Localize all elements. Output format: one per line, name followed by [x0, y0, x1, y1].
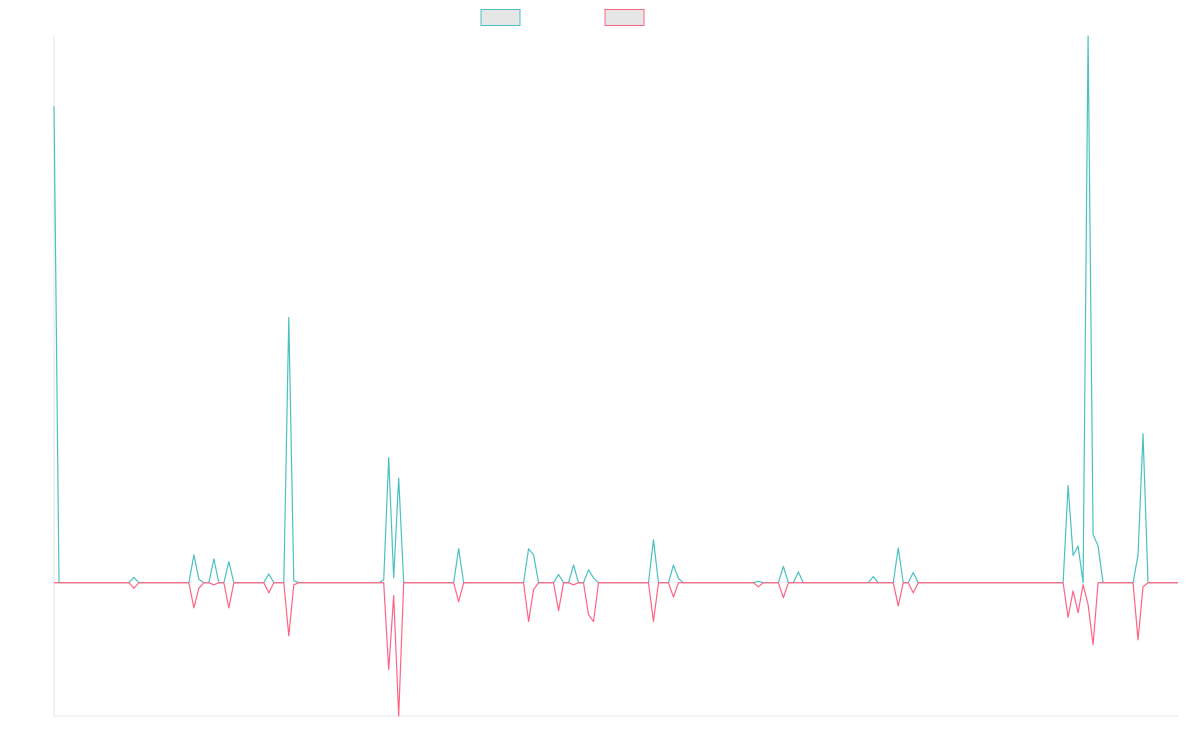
series-line — [53, 35, 1178, 584]
legend-swatch — [480, 9, 521, 26]
series-line — [54, 582, 1178, 717]
legend-swatch — [604, 9, 645, 26]
